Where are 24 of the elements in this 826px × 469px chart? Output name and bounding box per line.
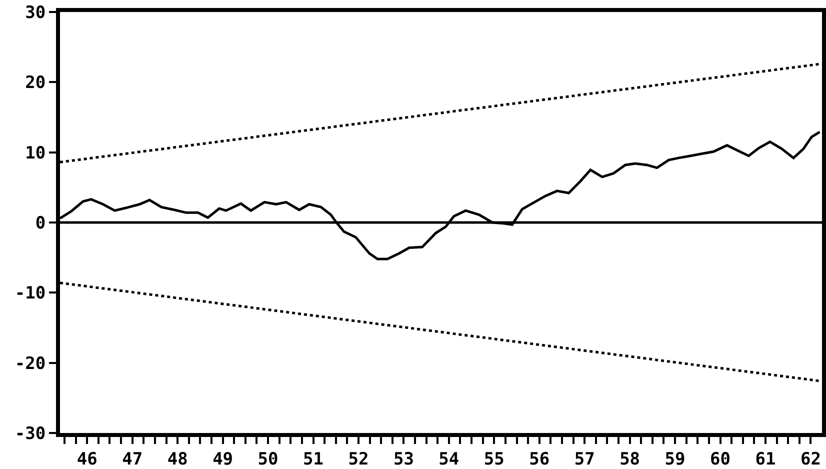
x-tick-label: 52	[348, 449, 369, 469]
x-tick-label: 56	[529, 449, 550, 469]
x-tick-label: 48	[167, 449, 188, 469]
x-tick-label: 55	[484, 449, 504, 469]
x-tick-label: 50	[258, 449, 278, 469]
x-tick-label: 51	[303, 449, 324, 469]
x-tick-label: 57	[574, 449, 595, 469]
y-tick-label: 30	[25, 2, 46, 23]
x-tick-label: 53	[393, 449, 414, 469]
x-tick-label: 61	[755, 449, 776, 469]
y-tick-label: 20	[25, 73, 46, 94]
y-tick-label: -20	[14, 354, 46, 374]
x-tick-label: 59	[664, 449, 686, 469]
y-tick-label: 10	[25, 143, 46, 164]
x-tick-label: 49	[212, 449, 234, 469]
x-tick-label: 47	[122, 449, 143, 469]
x-tick-label: 54	[438, 449, 460, 469]
y-tick-label: -10	[14, 284, 46, 304]
x-tick-label: 62	[800, 449, 821, 469]
x-tick-label: 46	[76, 449, 98, 469]
y-tick-label: -30	[14, 424, 46, 444]
x-tick-label: 60	[710, 449, 730, 469]
y-tick-label: 0	[35, 213, 46, 234]
x-tick-label: 58	[620, 449, 640, 469]
